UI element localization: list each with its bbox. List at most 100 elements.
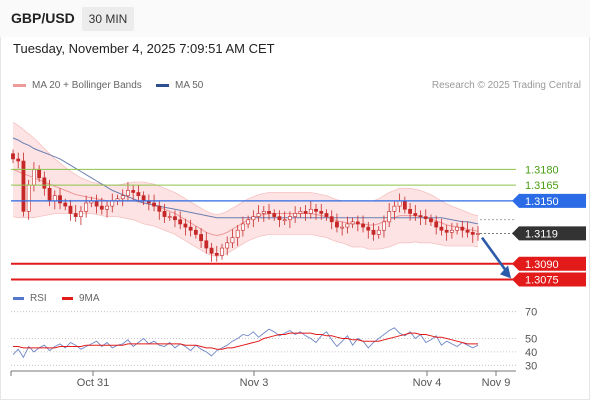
pivot-tag: [512, 193, 586, 208]
candle-body: [16, 158, 21, 162]
candle-body: [178, 219, 183, 225]
candle-body: [256, 213, 261, 217]
last-price-tag: [512, 226, 586, 241]
candle-body: [162, 211, 167, 217]
candle-body: [455, 226, 460, 231]
legend-ma50: MA 50: [156, 80, 203, 91]
candle-body: [392, 205, 397, 212]
ma20-swatch: [13, 83, 26, 87]
candle-body: [460, 226, 465, 231]
candle-body: [397, 200, 402, 207]
candle-body: [476, 233, 480, 235]
candle-body: [376, 229, 381, 235]
ma50-line: [12, 137, 479, 225]
candle-body: [465, 229, 470, 233]
9ma-label: 9MA: [79, 293, 100, 304]
pivot-label: 1.3150: [525, 196, 559, 208]
resistance-label: 1.3180: [525, 164, 559, 176]
header-bar: GBP/USD 30 MIN: [0, 0, 590, 37]
rsi-tick-label: 50: [525, 334, 537, 346]
rsi-tick-label: 70: [525, 307, 537, 319]
candle-body: [73, 213, 78, 217]
candle-body: [308, 208, 313, 214]
x-tick-label: Nov 4: [413, 377, 442, 389]
last-price-label: 1.3119: [525, 228, 558, 240]
candle-body: [382, 221, 386, 231]
candle-body: [204, 240, 209, 249]
candle-body: [52, 195, 57, 202]
candle-body: [141, 195, 146, 202]
candle-body: [11, 153, 15, 160]
candle-body: [214, 253, 219, 256]
timeframe-button[interactable]: 30 MIN: [82, 7, 134, 31]
candle-body: [418, 215, 423, 217]
rsi-tick-label: 40: [525, 347, 537, 359]
rsi-line: [12, 327, 479, 359]
candle-body: [340, 226, 345, 229]
rsi-swatch: [13, 296, 24, 300]
candle-body: [303, 211, 308, 214]
support-label: 1.3075: [525, 275, 559, 287]
candle-body: [209, 247, 214, 254]
candle-body: [193, 229, 198, 235]
candle-body: [157, 205, 162, 212]
rsi-tick-label: 30: [525, 360, 537, 372]
9ma-swatch: [62, 296, 73, 300]
candle-body: [298, 211, 303, 214]
candle-body: [350, 221, 355, 225]
forecast-arrow-shaft: [480, 236, 507, 271]
candle-body: [120, 195, 125, 200]
candle-body: [183, 223, 188, 228]
candle-body: [282, 219, 287, 222]
candle-body: [345, 223, 350, 228]
candle-body: [199, 234, 203, 242]
ma20-label: MA 20 + Bollinger Bands: [32, 80, 142, 91]
candle-body: [267, 211, 271, 214]
candle-body: [449, 229, 454, 233]
x-tick-label: Oct 31: [77, 377, 109, 389]
candle-body: [42, 177, 47, 189]
candle-body: [423, 216, 428, 220]
candle-body: [444, 229, 449, 233]
ma50-swatch: [156, 83, 169, 87]
candle-body: [335, 221, 339, 228]
candle-body: [84, 202, 89, 212]
candle-body: [470, 232, 475, 235]
candle-body: [188, 226, 193, 231]
candle-body: [31, 169, 36, 186]
candle-body: [324, 213, 329, 217]
candle-body: [361, 223, 365, 228]
support-tag: [512, 256, 586, 271]
candle-body: [277, 216, 282, 221]
candle-body: [288, 216, 292, 221]
candle-body: [293, 213, 298, 217]
candle-body: [94, 200, 99, 207]
x-tick-label: Nov 9: [482, 377, 511, 389]
candle-body: [240, 223, 245, 231]
candle-body: [21, 160, 26, 212]
support-label: 1.3090: [525, 259, 559, 271]
support-tag: [512, 272, 586, 287]
candle-body: [230, 237, 235, 244]
candle-body: [152, 202, 156, 207]
candle-body: [251, 216, 256, 221]
candle-body: [105, 205, 109, 210]
candle-body: [47, 187, 52, 202]
candle-body: [58, 195, 62, 204]
candle-body: [371, 229, 376, 235]
candle-body: [314, 208, 318, 212]
symbol-title: GBP/USD: [11, 10, 75, 26]
candle-body: [136, 192, 141, 196]
candle-body: [329, 216, 334, 223]
candle-body: [387, 211, 392, 223]
candle-body: [37, 169, 42, 179]
candle-body: [110, 200, 115, 207]
candle-body: [355, 221, 360, 225]
ma20-line: [12, 168, 479, 237]
rsi-label: RSI: [30, 293, 47, 304]
legend-9ma: 9MA: [62, 293, 100, 304]
candle-body: [225, 242, 230, 249]
candle-body: [402, 200, 407, 210]
timestamp: Tuesday, November 4, 2025 7:09:51 AM CET: [13, 41, 275, 56]
